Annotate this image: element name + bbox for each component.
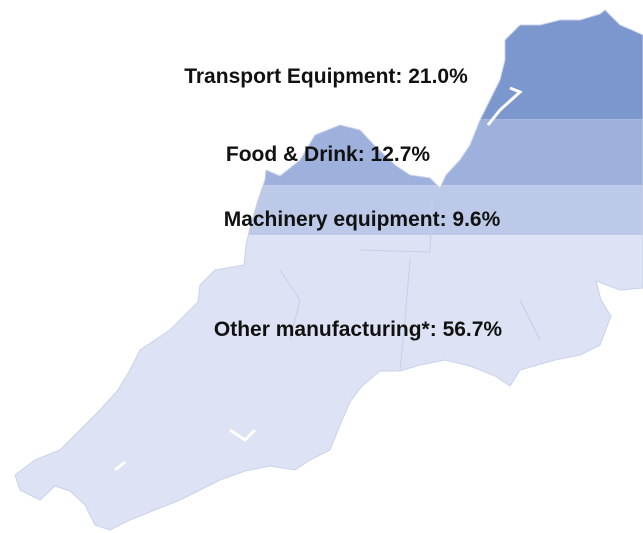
category-name: Other manufacturing* — [214, 318, 431, 341]
category-name: Machinery equipment — [224, 208, 440, 231]
band-label: Transport Equipment: 21.0% — [184, 65, 468, 88]
band-label: Machinery equipment: 9.6% — [224, 208, 501, 231]
map-bands — [15, 10, 643, 530]
band — [15, 235, 643, 530]
county-borders — [279, 199, 541, 371]
category-name: Transport Equipment — [184, 65, 395, 88]
value-label: 56.7% — [443, 318, 503, 341]
map-outline — [14, 9, 643, 531]
separator: : — [358, 143, 371, 166]
separator: : — [440, 208, 453, 231]
value-label: 12.7% — [371, 143, 431, 166]
separator: : — [395, 65, 408, 88]
value-label: 9.6% — [452, 208, 500, 231]
band-label: Food & Drink: 12.7% — [226, 143, 431, 166]
labels: Transport Equipment: 21.0% Food & Drink: … — [184, 65, 502, 341]
category-name: Food & Drink — [226, 143, 358, 166]
separator: : — [430, 318, 443, 341]
band-label: Other manufacturing*: 56.7% — [214, 318, 503, 341]
value-label: 21.0% — [408, 65, 468, 88]
estuaries — [114, 86, 523, 472]
